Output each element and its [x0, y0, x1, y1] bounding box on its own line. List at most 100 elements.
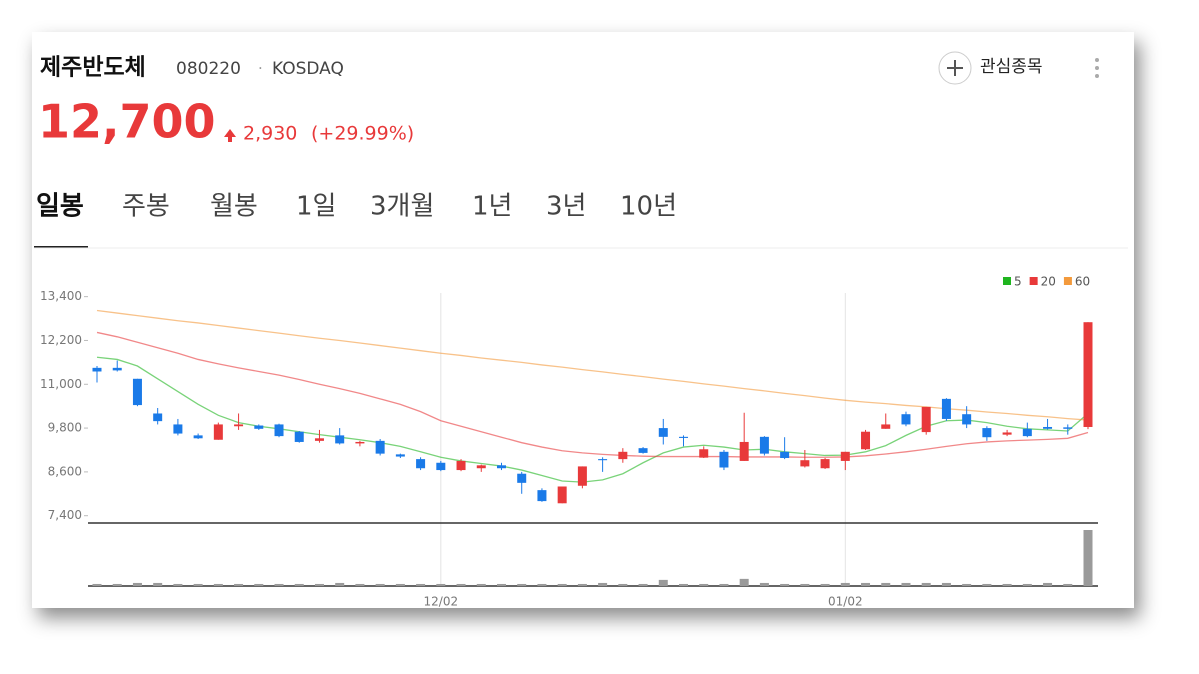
volume-bar [962, 583, 972, 586]
period-tab[interactable]: 3년 [546, 192, 586, 222]
volume-bar [355, 583, 365, 586]
candle-body [557, 486, 567, 504]
separator: · [258, 60, 263, 78]
watch-label[interactable]: 관심종목 [980, 57, 1043, 77]
candle-body [294, 431, 304, 442]
candle-body [153, 413, 163, 422]
volume-bar [1063, 583, 1073, 586]
candle-body [658, 428, 668, 437]
period-tab[interactable]: 3개월 [370, 192, 434, 222]
candle-body [274, 424, 284, 437]
y-tick-label: 9,800 [48, 421, 82, 435]
candle-body [314, 438, 324, 441]
volume-bar [274, 583, 284, 586]
candle-body [861, 431, 871, 450]
y-tick-label: 7,400 [48, 508, 82, 522]
candle-body [780, 451, 790, 459]
y-tick-label: 13,400 [40, 289, 82, 303]
x-tick-label: 12/02 [424, 595, 459, 609]
moving-average-line [96, 356, 1089, 483]
volume-bar [699, 583, 709, 586]
period-tab[interactable]: 주봉 [122, 192, 170, 222]
legend-label: 60 [1075, 275, 1090, 289]
legend-label: 20 [1041, 275, 1056, 289]
candle-body [1002, 432, 1012, 435]
volume-bar [901, 582, 911, 586]
legend-swatch [1063, 277, 1072, 285]
volume-bar [496, 583, 506, 586]
volume-bar [941, 582, 951, 586]
candle-body [759, 436, 769, 454]
period-tab[interactable]: 1년 [472, 192, 512, 222]
candle-body [335, 435, 345, 444]
volume-bar [820, 583, 830, 586]
candle-body [537, 490, 547, 502]
candle-body [921, 406, 931, 433]
candle-body [679, 436, 689, 438]
volume-bar [335, 582, 345, 586]
volume-bar [92, 583, 102, 586]
volume-bar [759, 582, 769, 586]
candle-body [476, 465, 486, 469]
current-price: 12,700 [38, 95, 216, 149]
volume-bar [395, 583, 405, 586]
stock-name: 제주반도체 [40, 55, 146, 81]
volume-bar [800, 583, 810, 586]
candle-body [1063, 427, 1073, 429]
candle-body [375, 440, 385, 454]
volume-bar [840, 582, 850, 586]
candle-body [193, 435, 203, 439]
candle-body [982, 428, 992, 438]
volume-bar [618, 583, 628, 586]
y-tick-label: 8,600 [48, 464, 82, 478]
period-tab[interactable]: 10년 [620, 192, 677, 222]
candle-body [1022, 428, 1032, 437]
candle-body [881, 424, 891, 429]
volume-bar [416, 583, 426, 586]
volume-bar [456, 583, 466, 586]
volume-bar [679, 583, 689, 586]
candle-body [517, 473, 527, 483]
volume-bar [1002, 583, 1012, 586]
volume-bar [921, 582, 931, 586]
candle-body [800, 460, 810, 467]
price-change: 2,930 [243, 123, 297, 145]
more-icon[interactable] [1095, 58, 1099, 78]
candle-body [719, 451, 729, 468]
candle-body [112, 367, 122, 371]
period-tab[interactable]: 일봉 [36, 192, 84, 222]
period-tab[interactable]: 월봉 [210, 192, 258, 222]
up-arrow [224, 129, 236, 142]
legend-swatch [1003, 277, 1011, 285]
candle-body [355, 441, 365, 444]
moving-average-line [96, 309, 1089, 421]
volume-bar [294, 583, 304, 586]
candle-body [416, 459, 426, 469]
period-tab[interactable]: 1일 [296, 192, 336, 222]
volume-bar [173, 583, 183, 586]
candle-body [1083, 322, 1093, 427]
volume-bar [881, 582, 891, 586]
candle-body [496, 465, 506, 469]
volume-bar [153, 582, 163, 586]
volume-bar [982, 583, 992, 586]
candle-body [577, 466, 587, 486]
candle-body [638, 448, 648, 453]
candle-body [213, 424, 223, 440]
volume-bar [193, 583, 203, 586]
volume-bar [861, 582, 871, 586]
candle-body [901, 414, 911, 425]
volume-bar [739, 578, 749, 586]
y-tick-label: 11,000 [40, 377, 82, 391]
volume-bar [577, 583, 587, 586]
volume-bar [598, 582, 608, 586]
candle-body [699, 449, 709, 458]
volume-bar [132, 582, 142, 586]
y-tick-label: 12,200 [40, 333, 82, 347]
volume-bar [658, 579, 668, 586]
candle-body [840, 451, 850, 461]
legend-label: 5 [1014, 275, 1022, 289]
candle-body [436, 462, 446, 471]
